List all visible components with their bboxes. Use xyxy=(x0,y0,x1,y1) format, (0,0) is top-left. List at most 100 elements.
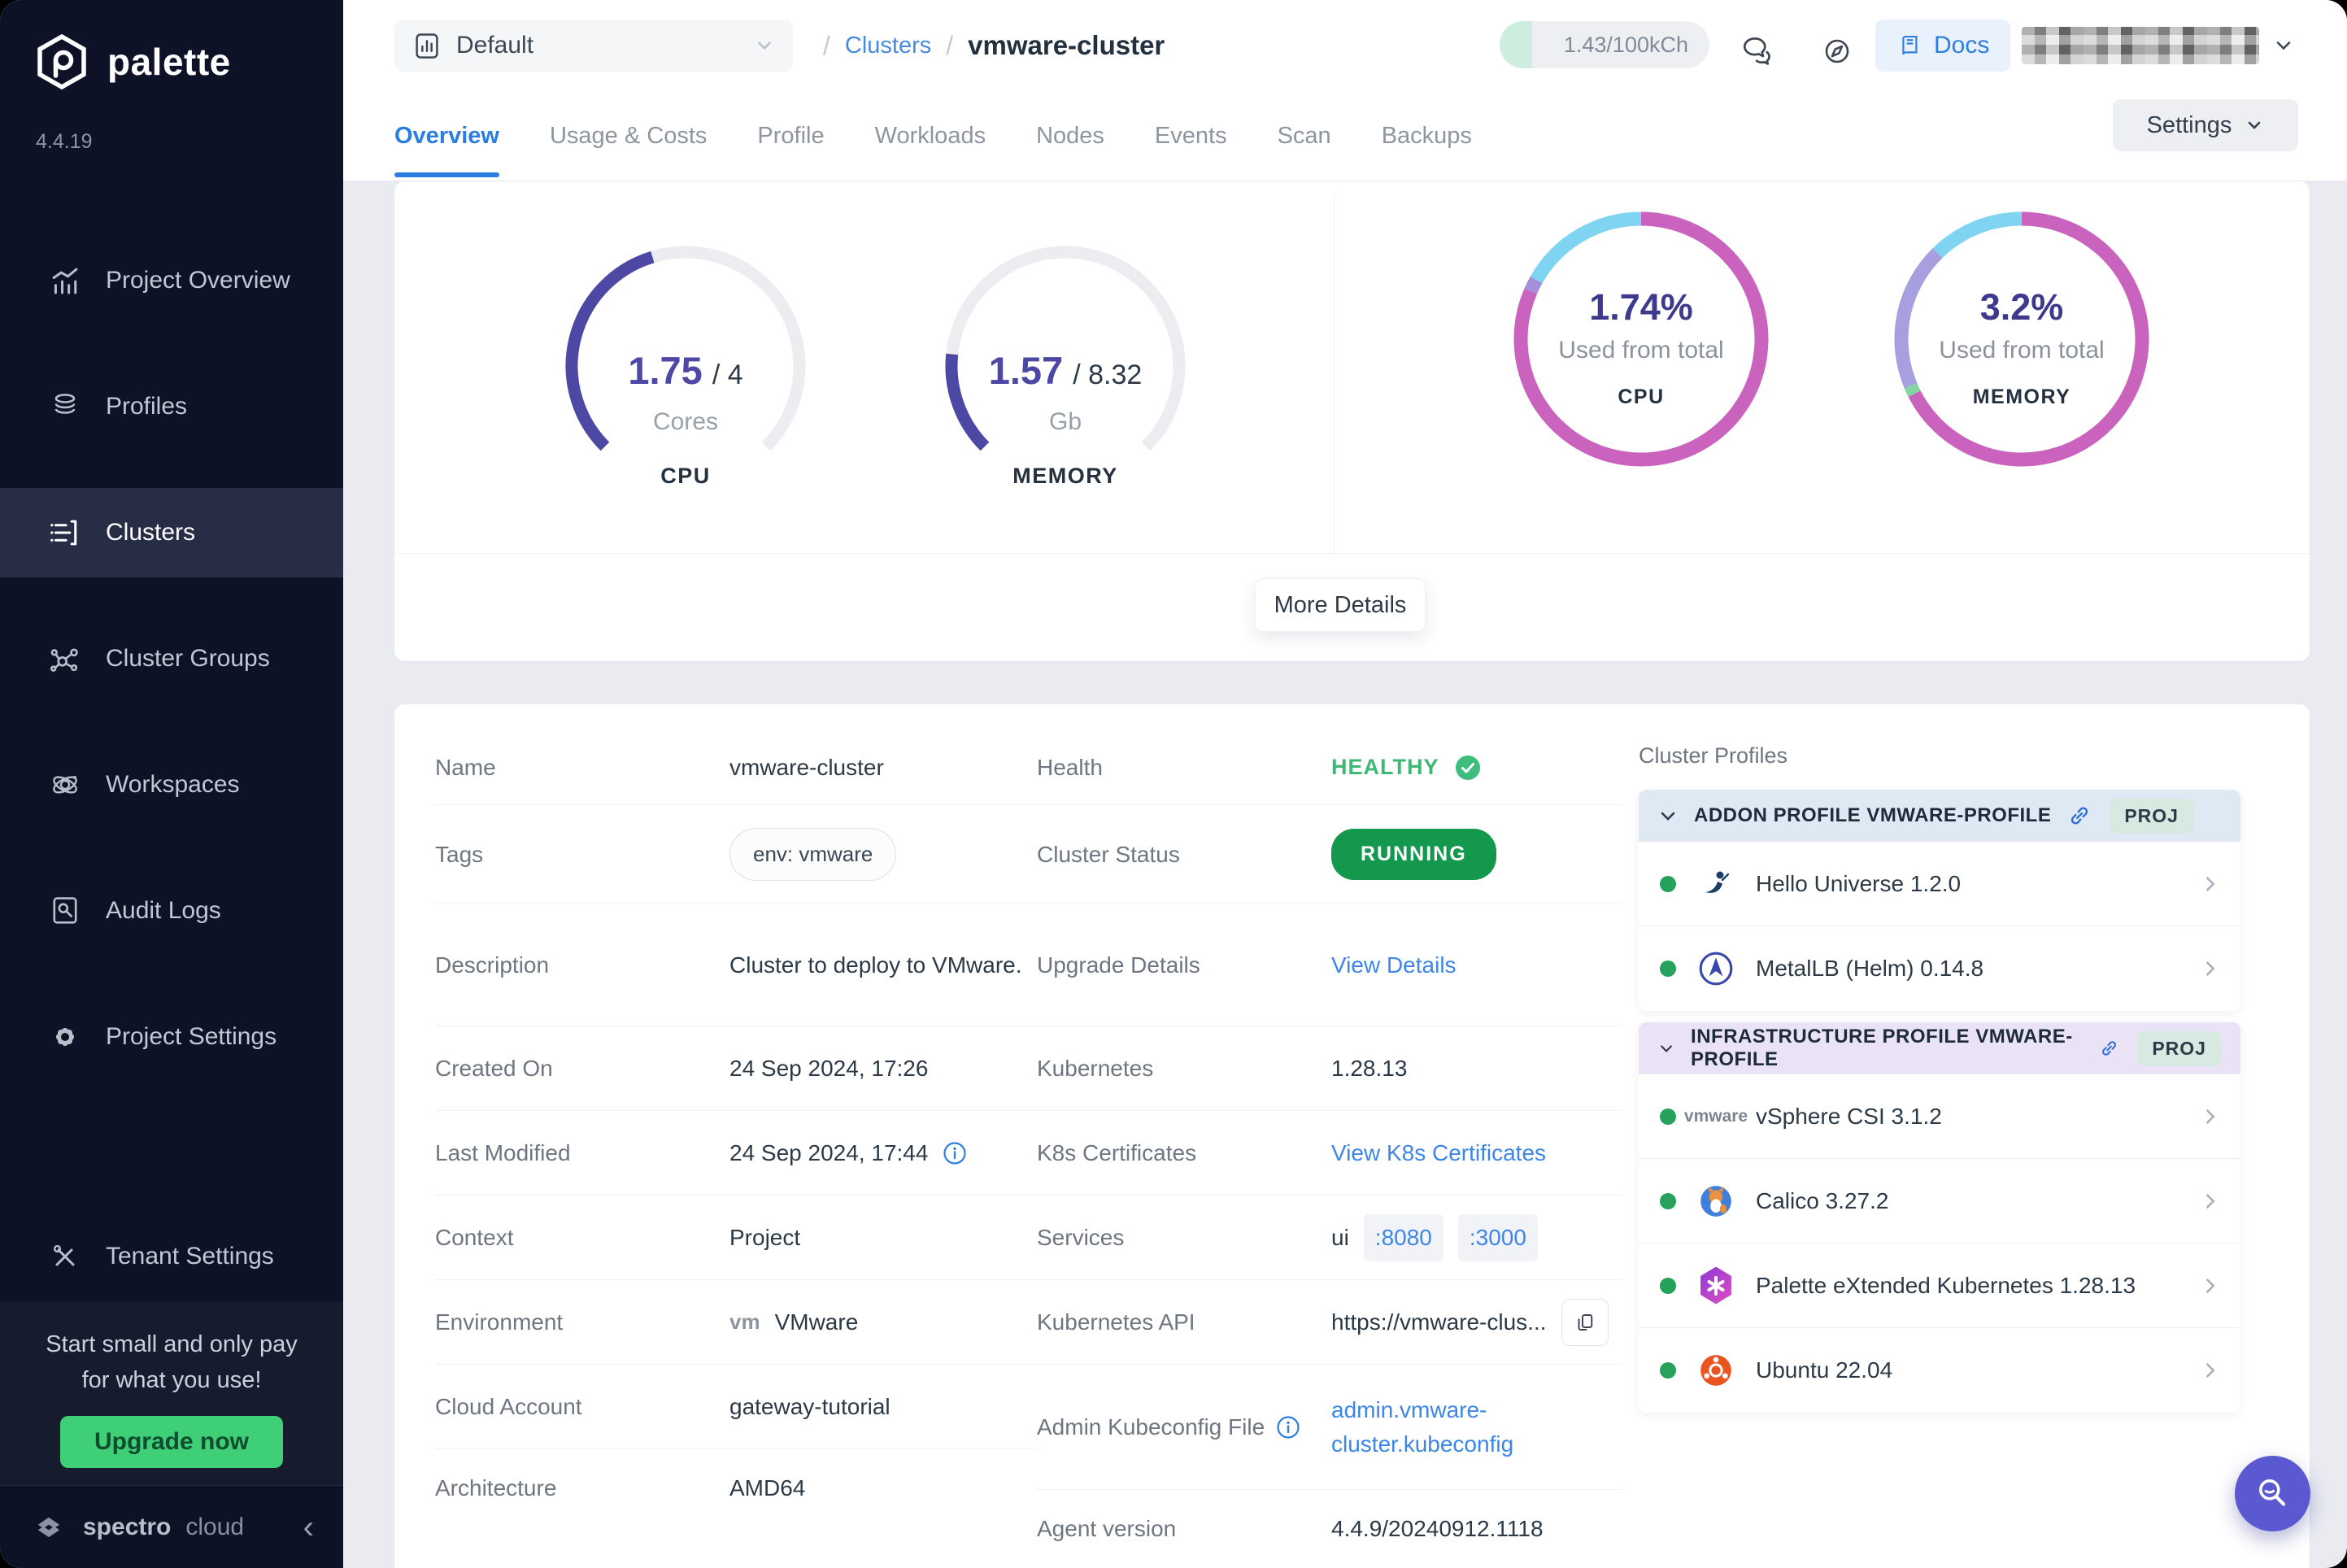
info-icon[interactable] xyxy=(1276,1415,1300,1440)
tab-usage-costs[interactable]: Usage & Costs xyxy=(549,122,708,149)
service-port-link[interactable]: :3000 xyxy=(1457,1213,1538,1261)
breadcrumb-clusters-link[interactable]: Clusters xyxy=(844,32,932,59)
sidebar-item-project-overview[interactable]: Project Overview xyxy=(0,236,343,325)
service-port-link[interactable]: :8080 xyxy=(1363,1213,1443,1261)
book-icon xyxy=(1902,35,1918,55)
sidebar-item-project-settings[interactable]: Project Settings xyxy=(0,992,343,1082)
addon-profile-header[interactable]: ADDON PROFILE VMWARE-PROFILE PROJ xyxy=(1639,790,2240,842)
topbar: Default / Clusters / vmware-cluster 1.43… xyxy=(343,0,2347,181)
details-card: Name vmware-cluster Tags env: vmware Des… xyxy=(394,704,2310,1568)
tools-icon xyxy=(53,1244,75,1266)
detail-row-kubernetes: Kubernetes 1.28.13 xyxy=(1037,1026,1622,1111)
detail-value: 24 Sep 2024, 17:26 xyxy=(729,1055,929,1081)
chevron-right-icon xyxy=(2206,1363,2215,1378)
tab-workloads[interactable]: Workloads xyxy=(874,122,986,149)
detail-value: 24 Sep 2024, 17:44 xyxy=(729,1139,929,1165)
user-name-redacted xyxy=(2022,27,2259,64)
kubeconfig-download-link[interactable]: admin.vmware-cluster.kubeconfig xyxy=(1331,1396,1514,1457)
tab-backups[interactable]: Backups xyxy=(1381,122,1472,149)
docs-button[interactable]: Docs xyxy=(1875,20,2011,72)
profile-pack-hello-universe[interactable]: Hello Universe 1.2.0 xyxy=(1639,842,2240,926)
breadcrumb-separator: / xyxy=(823,30,830,60)
tab-overview[interactable]: Overview xyxy=(394,91,499,181)
memory-donut-label: MEMORY xyxy=(1972,385,2071,408)
detail-value: Cluster to deploy to VMware. xyxy=(729,952,1022,978)
overview-card: 1.75 / 4 Cores CPU 1.57 / 8.32 Gb MEMORY… xyxy=(394,181,2310,661)
addon-profile-name: ADDON PROFILE VMWARE-PROFILE xyxy=(1694,804,2052,826)
detail-value: vmware-cluster xyxy=(729,754,884,780)
promo-text: Start small and only pay for what you us… xyxy=(0,1301,343,1398)
settings-button[interactable]: Settings xyxy=(2113,99,2298,151)
usage-progress xyxy=(1500,21,1532,68)
sidebar-item-label: Audit Logs xyxy=(106,897,221,924)
search-fab-button[interactable] xyxy=(2235,1456,2310,1531)
infrastructure-profile-section: INFRASTRUCTURE PROFILE VMWARE-PROFILE PR… xyxy=(1639,1022,2240,1413)
sidebar-item-workspaces[interactable]: Workspaces xyxy=(0,740,343,830)
detail-label: Last Modified xyxy=(435,1139,571,1165)
user-menu[interactable] xyxy=(2022,27,2295,64)
detail-label: Upgrade Details xyxy=(1037,952,1200,978)
detail-row-kubernetes-api: Kubernetes API https://vmware-clus... xyxy=(1037,1280,1622,1365)
infrastructure-profile-header[interactable]: INFRASTRUCTURE PROFILE VMWARE-PROFILE PR… xyxy=(1639,1022,2240,1074)
chevron-down-icon xyxy=(2276,41,2291,50)
detail-label: Context xyxy=(435,1224,514,1250)
view-details-link[interactable]: View Details xyxy=(1331,952,1457,978)
sidebar-item-tenant-settings[interactable]: Tenant Settings xyxy=(0,1212,343,1301)
tab-profile[interactable]: Profile xyxy=(757,122,825,149)
sidebar-collapse-icon[interactable]: ‹ xyxy=(303,1509,314,1545)
palette-logo: palette xyxy=(33,33,231,91)
details-left-column: Name vmware-cluster Tags env: vmware Des… xyxy=(435,730,1037,1527)
service-name: ui xyxy=(1331,1224,1349,1250)
cpu-gauge-value: 1.75 xyxy=(628,349,703,392)
chevron-right-icon xyxy=(2206,1278,2215,1293)
pack-status-dot xyxy=(1660,1277,1676,1294)
view-k8s-certificates-link[interactable]: View K8s Certificates xyxy=(1331,1139,1547,1165)
copy-button[interactable] xyxy=(1561,1298,1609,1346)
tab-scan[interactable]: Scan xyxy=(1277,122,1331,149)
sidebar-item-clusters[interactable]: Clusters xyxy=(0,488,343,577)
detail-label: Name xyxy=(435,754,496,780)
cpu-donut-caption: Used from total xyxy=(1558,337,1724,364)
detail-label: K8s Certificates xyxy=(1037,1139,1197,1165)
pack-name: Palette eXtended Kubernetes 1.28.13 xyxy=(1756,1272,2136,1298)
detail-label: Cluster Status xyxy=(1037,841,1180,867)
pack-status-dot xyxy=(1660,960,1676,977)
cpu-donut-ring xyxy=(1513,211,1769,467)
sidebar-item-audit-logs[interactable]: Audit Logs xyxy=(0,866,343,956)
detail-row-description: Description Cluster to deploy to VMware. xyxy=(435,904,1037,1026)
more-details-button[interactable]: More Details xyxy=(1255,578,1426,632)
info-icon[interactable] xyxy=(943,1141,967,1165)
detail-row-tags: Tags env: vmware xyxy=(435,805,1037,904)
memory-usage-donut: 3.2% Used from total MEMORY xyxy=(1888,205,2156,473)
chevron-down-icon xyxy=(1661,1045,1672,1052)
tab-nodes[interactable]: Nodes xyxy=(1036,122,1104,149)
sidebar: palette 4.4.19 Project Overview Profiles xyxy=(0,0,343,1568)
pxk-icon xyxy=(1697,1266,1735,1304)
profile-pack-vsphere-csi[interactable]: vmware vSphere CSI 3.1.2 xyxy=(1639,1074,2240,1159)
vmware-logo-icon: vmware xyxy=(1684,1098,1748,1135)
pack-name: Ubuntu 22.04 xyxy=(1756,1357,1893,1383)
memory-gauge-total: / 8.32 xyxy=(1073,359,1143,390)
project-selector[interactable]: Default xyxy=(394,20,793,72)
sidebar-item-profiles[interactable]: Profiles xyxy=(0,362,343,451)
profile-pack-ubuntu[interactable]: Ubuntu 22.04 xyxy=(1639,1328,2240,1413)
status-badge-running[interactable]: RUNNING xyxy=(1331,829,1496,880)
detail-label: Cloud Account xyxy=(435,1393,582,1419)
explore-button[interactable] xyxy=(1814,28,1861,75)
profile-pack-palette-extended-kubernetes[interactable]: Palette eXtended Kubernetes 1.28.13 xyxy=(1639,1244,2240,1328)
promo-line2: for what you use! xyxy=(81,1366,262,1393)
metallb-icon xyxy=(1697,950,1735,987)
audit-log-icon xyxy=(53,897,77,924)
app-name: palette xyxy=(107,41,231,83)
detail-row-services: Services ui :8080 :3000 xyxy=(1037,1196,1622,1280)
chat-button[interactable] xyxy=(1735,28,1783,75)
ubuntu-icon xyxy=(1697,1352,1735,1389)
profile-pack-calico[interactable]: Calico 3.27.2 xyxy=(1639,1159,2240,1244)
memory-gauge-value: 1.57 xyxy=(988,349,1064,392)
tab-events[interactable]: Events xyxy=(1154,122,1227,149)
upgrade-now-button[interactable]: Upgrade now xyxy=(59,1416,283,1468)
profile-pack-metallb[interactable]: MetalLB (Helm) 0.14.8 xyxy=(1639,926,2240,1011)
breadcrumb-separator: / xyxy=(946,30,954,60)
sidebar-item-cluster-groups[interactable]: Cluster Groups xyxy=(0,614,343,703)
tag-chip: env: vmware xyxy=(729,828,897,881)
